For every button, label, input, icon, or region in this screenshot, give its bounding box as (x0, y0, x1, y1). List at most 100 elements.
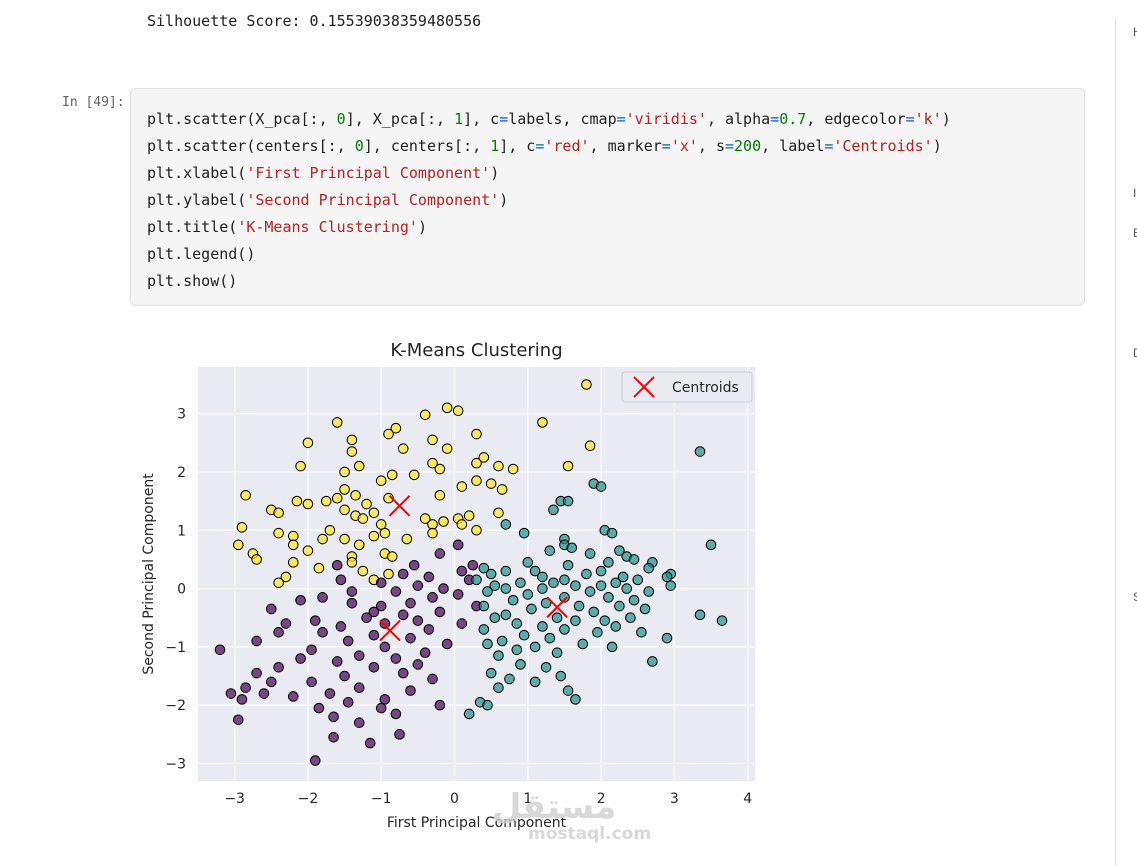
data-point-purple (390, 586, 402, 597)
data-point-yellow (438, 516, 449, 527)
code-token: plt.scatter(centers[:, (147, 137, 355, 155)
data-point-purple (306, 676, 317, 688)
data-point-yellow (379, 527, 391, 539)
data-point-teal (705, 539, 717, 551)
data-point-yellow (485, 478, 497, 489)
code-line[interactable]: plt.scatter(centers[:, 0], centers[:, 1]… (147, 133, 951, 160)
data-point-purple (258, 688, 270, 699)
x-tick-label: −1 (371, 791, 392, 807)
data-point-purple (328, 731, 339, 743)
data-point-purple (346, 597, 358, 609)
data-point-yellow (471, 524, 482, 536)
data-point-teal (489, 612, 501, 624)
data-point-purple (335, 574, 347, 586)
data-point-purple (368, 606, 380, 618)
data-point-yellow (302, 545, 314, 556)
legend-label: Centroids (672, 380, 739, 396)
data-point-yellow (295, 460, 306, 472)
centroid-stroke (379, 619, 401, 642)
data-point-yellow (386, 551, 398, 562)
side-letter: E (1133, 226, 1137, 240)
data-point-teal (500, 519, 512, 530)
code-token: = (725, 137, 735, 155)
legend-box (621, 371, 753, 403)
data-point-teal (559, 624, 570, 635)
data-point-teal (500, 609, 512, 621)
data-point-purple (434, 606, 446, 618)
code-token: plt.show() (147, 272, 238, 290)
watermark-arabic: مستقل (492, 787, 617, 827)
data-point-teal (595, 580, 607, 591)
data-point-purple (342, 635, 354, 647)
data-point-yellow (434, 489, 446, 501)
data-point-teal (518, 527, 530, 539)
data-point-teal (562, 559, 574, 571)
code-line[interactable]: plt.legend() (147, 241, 951, 268)
data-point-teal (529, 565, 541, 577)
code-cell[interactable]: plt.scatter(X_pca[:, 0], X_pca[:, 1], c=… (130, 88, 1085, 306)
y-tick-label: 2 (177, 465, 186, 481)
data-point-purple (427, 592, 438, 603)
data-point-teal (647, 656, 658, 667)
side-letter: D (1133, 346, 1137, 360)
y-axis-label: Second Principal Component (141, 473, 157, 675)
data-point-yellow (350, 489, 361, 501)
code-token: 200 (734, 137, 762, 155)
data-point-teal (529, 676, 541, 688)
code-editor[interactable]: plt.scatter(X_pca[:, 0], X_pca[:, 1], c=… (147, 106, 951, 295)
data-point-purple (309, 615, 321, 626)
data-point-teal (489, 580, 501, 591)
data-point-teal (694, 609, 706, 621)
watermark-latin: mostaql.com (528, 824, 652, 844)
data-point-teal (522, 589, 534, 600)
data-point-purple (452, 539, 464, 551)
code-line[interactable]: plt.title('K-Means Clustering') (147, 214, 951, 241)
data-point-teal (588, 606, 600, 618)
data-point-teal (694, 446, 706, 457)
y-tick-label: −1 (165, 640, 186, 656)
data-point-yellow (331, 417, 343, 428)
data-point-teal (522, 557, 534, 568)
code-token: , label (761, 137, 825, 155)
code-token: plt.xlabel( (147, 164, 247, 182)
data-point-purple (236, 694, 248, 705)
data-point-purple (353, 650, 365, 661)
data-point-yellow (357, 513, 369, 524)
data-point-purple (456, 618, 468, 629)
data-point-purple (233, 714, 244, 726)
data-point-teal (617, 571, 629, 583)
code-line[interactable]: plt.ylabel('Second Principal Component') (147, 187, 951, 214)
data-point-yellow (493, 460, 504, 472)
data-point-purple (251, 667, 262, 679)
data-point-purple (317, 592, 328, 603)
x-tick-label: 0 (450, 791, 459, 807)
data-point-purple (397, 568, 409, 580)
data-point-yellow (463, 510, 475, 521)
centroid-stroke (388, 495, 411, 517)
x-axis-label: First Principal Component (387, 815, 567, 831)
data-point-purple (427, 673, 438, 685)
code-token: plt.title( (147, 218, 238, 236)
code-line[interactable]: plt.show() (147, 268, 951, 295)
data-point-teal (485, 667, 497, 679)
data-point-purple (251, 635, 262, 647)
data-point-yellow (427, 527, 438, 539)
data-point-teal (463, 708, 475, 720)
data-point-teal (493, 650, 504, 661)
code-token: ) (499, 191, 509, 209)
chart-svg: −3 −2 −1 0 1 2 3 4 −3 −2 −1 0 1 2 3 K-Means Clustering F… (141, 340, 755, 831)
data-point-yellow (291, 495, 303, 507)
data-point-teal (643, 562, 655, 574)
data-point-purple (265, 603, 277, 615)
code-token: 'viridis' (625, 110, 707, 128)
data-point-purple (441, 638, 453, 650)
code-line[interactable]: plt.xlabel('First Principal Component') (147, 160, 951, 187)
data-point-yellow (456, 481, 468, 492)
data-point-teal (573, 600, 585, 612)
code-line[interactable]: plt.scatter(X_pca[:, 0], X_pca[:, 1], c=… (147, 106, 951, 133)
data-point-yellow (562, 460, 574, 472)
data-point-yellow (368, 507, 380, 519)
data-point-purple (412, 659, 424, 670)
data-point-teal (540, 597, 552, 609)
data-point-teal (551, 612, 563, 624)
